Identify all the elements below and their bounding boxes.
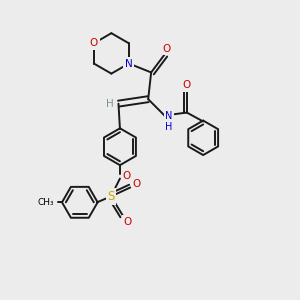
Text: O: O <box>183 80 191 90</box>
Text: O: O <box>123 217 131 226</box>
Text: N: N <box>125 58 133 68</box>
Text: O: O <box>162 44 170 54</box>
Text: S: S <box>107 190 115 203</box>
Text: O: O <box>132 179 140 190</box>
Text: O: O <box>122 171 130 181</box>
Text: H: H <box>106 99 113 109</box>
Text: O: O <box>90 38 98 48</box>
Text: CH₃: CH₃ <box>37 198 54 207</box>
Text: N
H: N H <box>165 111 173 132</box>
